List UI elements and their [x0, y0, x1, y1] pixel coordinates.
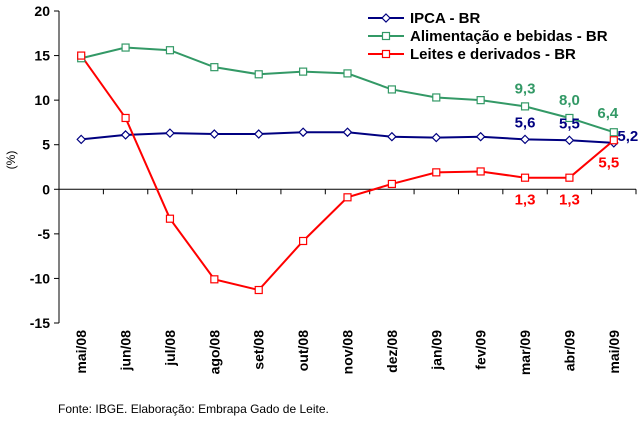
- data-label: 1,3: [559, 192, 580, 209]
- data-point: [165, 46, 175, 55]
- y-tick-label: -15: [30, 315, 50, 331]
- data-point: [342, 127, 353, 138]
- data-point: [432, 168, 441, 177]
- x-tick-label: jun/08: [118, 330, 134, 372]
- data-point: [476, 96, 485, 105]
- x-tick-label: mar/09: [517, 330, 533, 375]
- data-point: [431, 132, 442, 143]
- data-point: [609, 136, 618, 145]
- data-point: [520, 102, 530, 111]
- chart-axes: [54, 10, 637, 324]
- data-point: [565, 113, 574, 123]
- y-tick-label: 15: [34, 48, 50, 64]
- data-point: [210, 63, 219, 72]
- data-point: [475, 131, 486, 142]
- data-point: [254, 70, 263, 79]
- x-tick-label: out/08: [295, 330, 311, 371]
- data-point: [564, 135, 575, 146]
- data-point: [387, 85, 396, 94]
- data-point: [76, 134, 87, 145]
- data-labels: 5,6 5,5 5,2 9,3 8,0 6,4 1,3 1,3 5,5: [515, 80, 639, 208]
- data-label: 5,6: [515, 114, 536, 131]
- x-tick-labels: mai/08 jun/08 jul/08 ago/08 set/08 out/08 nov/…: [73, 330, 622, 375]
- data-point: [299, 67, 308, 76]
- data-point: [609, 128, 618, 137]
- data-point: [120, 130, 131, 140]
- data-point: [165, 214, 175, 223]
- data-point: [432, 93, 441, 102]
- legend-entry: Alimentação e bebidas - BR: [410, 28, 608, 45]
- x-tick-label: jul/08: [162, 330, 178, 367]
- data-point: [209, 129, 220, 139]
- legend-entry: Leites e derivados - BR: [410, 46, 576, 63]
- legend-swatch-marker: [381, 49, 391, 59]
- y-tick-label: -5: [38, 226, 51, 242]
- x-tick-label: dez/08: [384, 330, 400, 373]
- x-tick-label: mai/09: [606, 330, 622, 374]
- y-axis-label: (%): [4, 151, 18, 170]
- data-label: 8,0: [559, 92, 580, 109]
- x-tick-label: mai/08: [73, 330, 89, 374]
- x-tick-label: ago/08: [206, 330, 222, 375]
- data-label: 9,3: [515, 80, 536, 97]
- y-tick-label: 0: [42, 181, 50, 197]
- data-label: 6,4: [597, 105, 619, 122]
- data-point: [476, 167, 485, 176]
- y-tick-label: 5: [42, 137, 50, 153]
- data-point: [210, 275, 219, 284]
- legend-swatch-marker: [381, 31, 391, 41]
- legend-swatch-marker: [381, 13, 391, 23]
- data-point: [387, 131, 397, 142]
- data-label: 5,2: [617, 128, 638, 145]
- data-label: 5,5: [598, 154, 619, 171]
- legend-entry: IPCA - BR: [410, 10, 480, 27]
- y-tick-label: -10: [30, 270, 50, 286]
- y-tick-labels: 20 15 10 5 0 -5 -10 -15: [30, 3, 50, 331]
- data-point: [520, 134, 530, 145]
- data-point: [343, 193, 352, 202]
- data-label: 1,3: [515, 192, 536, 209]
- series-markers: [76, 43, 619, 295]
- data-point: [253, 129, 264, 139]
- x-tick-label: set/08: [251, 330, 267, 370]
- data-point: [520, 173, 530, 182]
- data-point: [254, 285, 263, 295]
- x-tick-label: jan/09: [428, 330, 444, 371]
- data-point: [299, 236, 308, 246]
- data-point: [387, 179, 396, 189]
- x-tick-label: fev/09: [473, 330, 489, 370]
- data-point: [565, 173, 574, 182]
- x-tick-label: nov/08: [340, 330, 356, 375]
- data-point: [343, 69, 352, 78]
- data-point: [121, 43, 130, 52]
- y-tick-label: 10: [34, 92, 50, 108]
- data-point: [121, 113, 130, 123]
- source-note: Fonte: IBGE. Elaboração: Embrapa Gado de…: [58, 402, 329, 416]
- data-point: [77, 51, 86, 60]
- y-tick-label: 20: [34, 3, 50, 19]
- data-point: [298, 127, 308, 138]
- data-label: 5,5: [559, 115, 580, 132]
- x-tick-label: abr/09: [561, 330, 577, 371]
- data-point: [165, 128, 175, 138]
